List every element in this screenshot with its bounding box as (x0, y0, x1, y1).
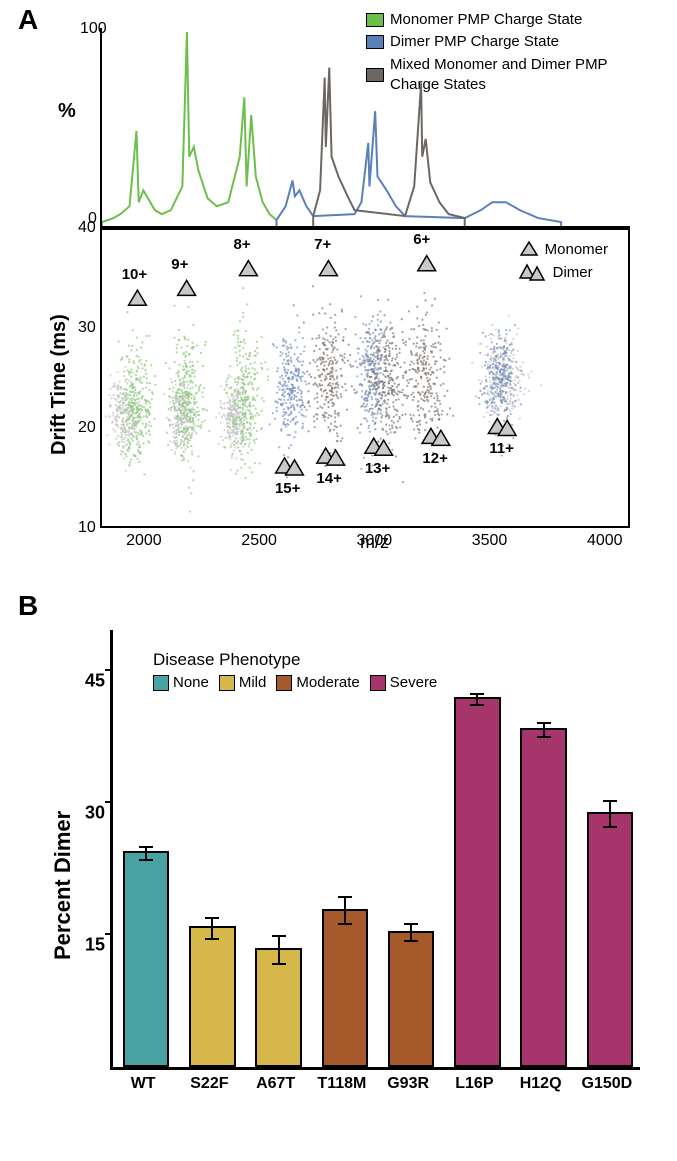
panel-b-legend-item: Mild (219, 674, 267, 691)
drift-ytick: 20 (78, 419, 96, 437)
panel-b-chart: Disease Phenotype None Mild Moderate Severe… (110, 630, 640, 1070)
bar-g93r (388, 931, 434, 1067)
bar-a67t (255, 948, 301, 1067)
drift-legend-dimer: Dimer (553, 264, 593, 281)
panel-b-legend-swatch (370, 675, 386, 691)
panel-b: Percent Dimer Disease Phenotype None Mild… (30, 600, 650, 1140)
panel-b-legend-text: Mild (239, 674, 267, 691)
drift-ytick: 40 (78, 219, 96, 237)
panel-b-y-label: Percent Dimer (50, 811, 76, 960)
bar-s22f (189, 926, 235, 1067)
drift-xtick: 4000 (587, 532, 623, 550)
drift-legend-row-dimer: Dimer (519, 262, 608, 282)
drift-plot: Monomer Dimer (100, 228, 630, 528)
panel-b-legend-swatch (276, 675, 292, 691)
drift-y-label: Drift Time (ms) (48, 314, 71, 455)
panel-b-legend-item: None (153, 674, 209, 691)
spectrum-y-label: % (58, 100, 76, 123)
spectrum-svg (102, 28, 630, 226)
bar-l16p (454, 697, 500, 1067)
panel-b-category-a67t: A67T (256, 1075, 295, 1093)
panel-b-ytick: 15 (85, 935, 113, 956)
panel-b-legend-item: Severe (370, 674, 438, 691)
drift-legend: Monomer Dimer (519, 240, 608, 286)
drift-ytick: 10 (78, 519, 96, 537)
panel-a: Monomer PMP Charge StateDimer PMP Charge… (30, 10, 650, 570)
panel-b-legend-text: None (173, 674, 209, 691)
spectrum-trace-mixed (313, 68, 465, 226)
panel-b-legend-item: Moderate (276, 674, 359, 691)
bar-g150d (587, 812, 633, 1067)
bar-h12q (520, 728, 566, 1067)
panel-b-legend-title: Disease Phenotype (153, 650, 437, 670)
panel-b-legend-items: None Mild Moderate Severe (153, 674, 437, 691)
bar-wt (123, 851, 169, 1067)
panel-b-ytick: 30 (85, 803, 113, 824)
drift-ytick: 30 (78, 319, 96, 337)
spectrum-trace-monomer (102, 32, 276, 226)
bar-t118m (322, 909, 368, 1067)
panel-b-legend-swatch (219, 675, 235, 691)
panel-b-legend-swatch (153, 675, 169, 691)
drift-legend-monomer: Monomer (545, 241, 608, 258)
spectrum-plot (100, 28, 630, 228)
panel-b-ytick: 45 (85, 671, 113, 692)
panel-b-category-g150d: G150D (582, 1075, 633, 1093)
panel-b-category-wt: WT (131, 1075, 156, 1093)
panel-b-category-l16p: L16P (455, 1075, 493, 1093)
spectrum-ytick-100: 100 (80, 20, 107, 38)
legend-swatch (366, 13, 384, 27)
panel-b-category-s22f: S22F (190, 1075, 228, 1093)
drift-xtick: 2500 (241, 532, 277, 550)
drift-xtick: 3000 (357, 532, 393, 550)
drift-xtick: 2000 (126, 532, 162, 550)
panel-b-legend-text: Moderate (296, 674, 359, 691)
drift-legend-row-monomer: Monomer (519, 240, 608, 258)
drift-xtick: 3500 (472, 532, 508, 550)
panel-b-legend-text: Severe (390, 674, 438, 691)
panel-b-category-h12q: H12Q (520, 1075, 562, 1093)
figure-root: A Monomer PMP Charge StateDimer PMP Char… (0, 0, 677, 1161)
panel-b-legend: Disease Phenotype None Mild Moderate Severe (153, 650, 437, 691)
panel-b-category-t118m: T118M (317, 1075, 366, 1093)
panel-b-category-g93r: G93R (387, 1075, 429, 1093)
